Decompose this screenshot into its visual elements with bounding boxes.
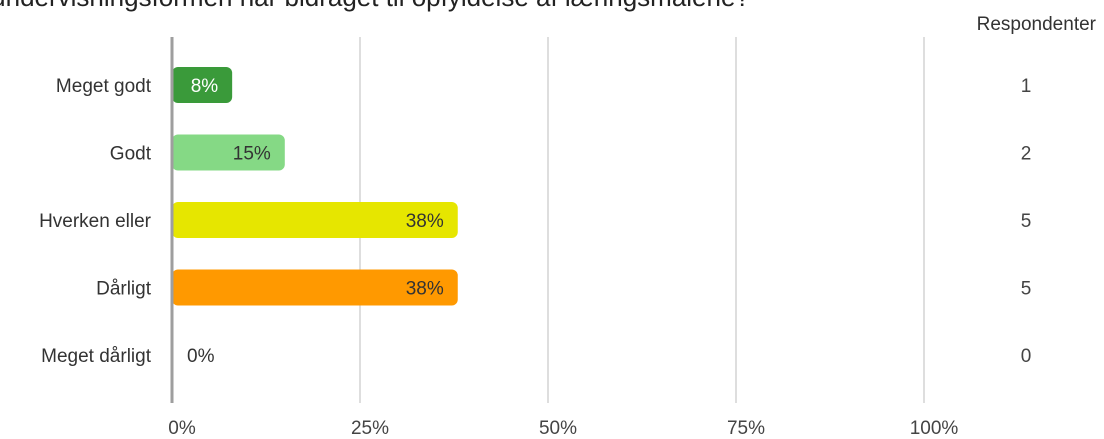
x-tick-label: 0%: [168, 418, 196, 439]
bar: [172, 269, 458, 306]
respondent-count: 1: [1021, 76, 1032, 97]
category-label: Meget dårligt: [41, 346, 152, 367]
respondent-count: 0: [1021, 346, 1032, 367]
bar-value-label: 38%: [406, 279, 444, 300]
x-tick-label: 100%: [910, 418, 959, 439]
respondent-count: 2: [1021, 144, 1032, 165]
category-label: Hverken eller: [39, 211, 152, 232]
bar-value-label: 38%: [406, 211, 444, 232]
category-label: Meget godt: [56, 76, 152, 97]
bar-value-label: 0%: [187, 346, 215, 367]
bar: [172, 134, 285, 171]
chart-title: ad undervisningsformen har bidraget til …: [0, 0, 750, 13]
bar-value-label: 8%: [191, 76, 219, 97]
x-tick-label: 25%: [351, 418, 389, 439]
respondent-count: 5: [1021, 279, 1032, 300]
x-tick-label: 50%: [539, 418, 577, 439]
bar: [172, 67, 233, 103]
category-label: Dårligt: [96, 279, 152, 300]
bar: [172, 202, 458, 238]
category-label: Godt: [110, 144, 152, 165]
respondent-count: 5: [1021, 211, 1032, 232]
respondents-header: Respondenter: [976, 14, 1096, 35]
x-tick-label: 75%: [727, 418, 765, 439]
bar-value-label: 15%: [233, 144, 271, 165]
